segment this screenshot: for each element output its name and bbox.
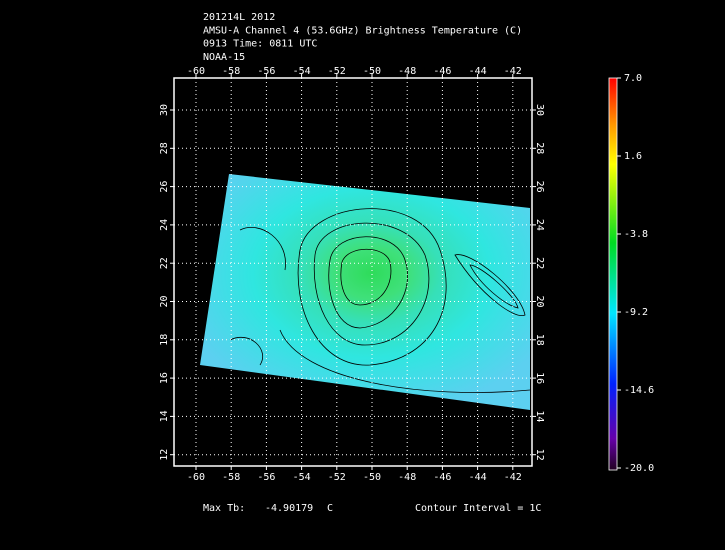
lon-label-bottom: -50 xyxy=(363,472,381,483)
colorbar-label: 7.0 xyxy=(624,73,642,84)
lat-label-left: 18 xyxy=(159,334,170,346)
lat-label-right: 26 xyxy=(534,181,545,193)
lat-label-right: 16 xyxy=(534,372,545,384)
lat-label-right: 18 xyxy=(534,334,545,346)
lon-label-top: -48 xyxy=(398,66,416,77)
max-tb-value: -4.90179 xyxy=(265,503,313,514)
lon-label-bottom: -52 xyxy=(328,472,346,483)
lat-label-right: 14 xyxy=(534,410,545,422)
header-line: NOAA-15 xyxy=(203,52,245,63)
lat-label-right: 12 xyxy=(534,449,545,461)
lat-label-right: 24 xyxy=(534,219,545,231)
lat-label-right: 30 xyxy=(534,104,545,116)
lat-label-left: 16 xyxy=(159,372,170,384)
lat-label-left: 14 xyxy=(159,410,170,422)
lon-label-bottom: -46 xyxy=(433,472,451,483)
lon-label-top: -42 xyxy=(504,66,522,77)
lon-label-bottom: -56 xyxy=(257,472,275,483)
lon-label-bottom: -44 xyxy=(469,472,487,483)
lat-label-left: 28 xyxy=(159,142,170,154)
lon-label-top: -58 xyxy=(222,66,240,77)
axis-labels: -60 -60 -58 -58 -56 -56 -54 -54 -52 -52 -50 -50 -48 -… xyxy=(159,66,545,483)
colorbar-label: -9.2 xyxy=(624,307,648,318)
map-frame xyxy=(173,77,533,467)
colorbar xyxy=(608,77,618,471)
lon-label-top: -60 xyxy=(187,66,205,77)
colorbar-label: -14.6 xyxy=(624,385,654,396)
lon-label-top: -54 xyxy=(293,66,311,77)
lat-label-right: 28 xyxy=(534,142,545,154)
header: 201214L 2012 AMSU-A Channel 4 (53.6GHz) B… xyxy=(203,12,522,63)
lat-label-left: 22 xyxy=(159,257,170,269)
lat-label-right: 22 xyxy=(534,257,545,269)
lat-label-left: 26 xyxy=(159,181,170,193)
header-line: 0913 Time: 0811 UTC xyxy=(203,39,317,50)
lat-label-left: 24 xyxy=(159,219,170,231)
colorbar-label: -20.0 xyxy=(624,463,654,474)
colorbar-label: 1.6 xyxy=(624,151,642,162)
lat-label-left: 30 xyxy=(159,104,170,116)
lon-label-top: -50 xyxy=(363,66,381,77)
header-line: AMSU-A Channel 4 (53.6GHz) Brightness Te… xyxy=(203,25,522,36)
lon-label-bottom: -48 xyxy=(398,472,416,483)
contour-interval: Contour Interval = 1C xyxy=(415,503,541,514)
max-tb-unit: C xyxy=(327,503,333,514)
data-swath xyxy=(200,174,530,410)
lat-label-right: 20 xyxy=(534,295,545,307)
contours xyxy=(229,208,531,393)
lat-label-left: 20 xyxy=(159,295,170,307)
lon-label-bottom: -42 xyxy=(504,472,522,483)
lon-label-top: -52 xyxy=(328,66,346,77)
lon-label-bottom: -58 xyxy=(222,472,240,483)
colorbar-label: -3.8 xyxy=(624,229,648,240)
swath-layer xyxy=(200,174,531,410)
header-line: 201214L 2012 xyxy=(203,12,275,23)
lon-label-bottom: -60 xyxy=(187,472,205,483)
max-tb-label: Max Tb: xyxy=(203,503,245,514)
lon-label-top: -46 xyxy=(433,66,451,77)
colorbar-labels: 7.0 1.6 -3.8 -9.2 -14.6 -20.0 xyxy=(617,73,654,474)
lon-label-bottom: -54 xyxy=(293,472,311,483)
lat-label-left: 12 xyxy=(159,449,170,461)
lon-label-top: -56 xyxy=(257,66,275,77)
lon-label-top: -44 xyxy=(469,66,487,77)
